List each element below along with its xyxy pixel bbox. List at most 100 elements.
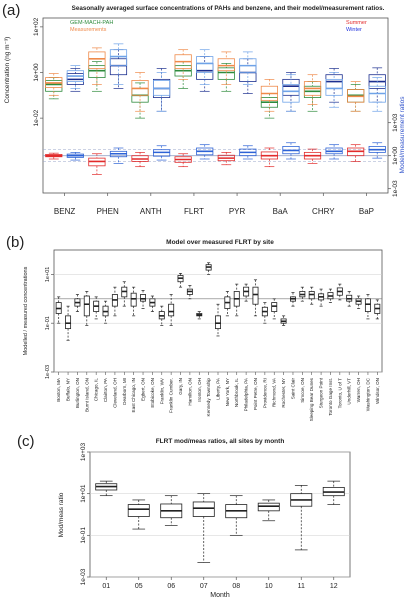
chart-c: FLRT mod/meas ratios, all sites by month… — [58, 438, 351, 599]
chart-a-conc-3-5-box — [282, 84, 300, 103]
chart-b-box-12-box — [168, 303, 175, 317]
chart-a-bottom-axis: 1e-03 1e+00 1e+03 — [43, 113, 399, 197]
chart-b: Model over measured FLRT by site Modelle… — [23, 239, 383, 421]
chart-b-box-3-box — [83, 295, 90, 317]
chart-b-title: Model over measured FLRT by site — [166, 239, 274, 246]
chart-a-conc-1-4-box — [217, 58, 235, 72]
chart-b-xlabel-4: Chicago, IL — [94, 378, 99, 402]
chart-a-ratio-boxes — [45, 142, 386, 175]
panel-b-label: (b) — [6, 234, 25, 251]
chart-b-xlabel-14: Hamilton, ON — [187, 378, 192, 406]
chart-c-axis-ticklabel-0: 1e-03 — [80, 568, 87, 585]
chart-b-box-17-box — [215, 315, 221, 330]
chart-b-xlabel-6: Cleveland, OH — [112, 378, 117, 408]
chart-a-top-axis-ticklabel-2: 1e+02 — [33, 17, 40, 36]
chart-c-box-3-box — [192, 501, 215, 517]
chart-b-xlabel-13: Gary, IN — [178, 378, 183, 395]
chart-b-xlabel-23: Richmond, VA — [272, 377, 277, 407]
chart-c-title: FLRT mod/meas ratios, all sites by month — [156, 438, 285, 445]
chart-a-title: Seasonally averaged surface concentratio… — [72, 5, 385, 12]
chart-a-xlabels: BENZ PHEN ANTH FLRT PYR BaA CHRY BaP — [54, 193, 374, 216]
chart-a-legend-winter: Winter — [346, 27, 362, 33]
chart-b-xlabel-26: Simcoe, ON — [300, 378, 305, 403]
chart-c-xlabels: 01 05 06 07 08 10 11 12 — [102, 577, 338, 590]
chart-b-xlabel-34: Windsor, ON — [375, 378, 380, 404]
chart-a-conc-0-1-box — [88, 65, 106, 78]
chart-b-xlabel-19: Northbrook, IL — [234, 378, 239, 408]
chart-b-xlabel-30: Toronto, U of T — [337, 378, 342, 408]
chart-b-xlabel-25: Saint Clair — [290, 378, 295, 400]
chart-c-axis-ticklabel-1: 1e-01 — [80, 527, 87, 544]
chart-b-xlabel-31: Underhill, VT — [347, 378, 352, 405]
chart-b-xlabel-27: Sleeping Bear Dunes — [309, 377, 314, 421]
chart-a-bottom-axis-ticklabel-1: 1e+00 — [392, 146, 399, 165]
chart-b-xlabel-9: Egbert, ON — [141, 378, 146, 401]
chart-b-xlabel-11: Franklin, WV — [159, 377, 164, 404]
chart-b-axis-ticklabel-2: 1e+01 — [45, 267, 51, 282]
chart-b-box-9-box — [140, 294, 147, 302]
chart-a-xlabel-4: PYR — [229, 207, 246, 216]
chart-a-xlabel-0: BENZ — [54, 207, 75, 216]
chart-c-xlabel-4: 08 — [232, 583, 240, 590]
chart-b-axis: 1e-03 1e-01 1e+01 — [45, 267, 382, 379]
chart-b-xlabel-3: Burnt Island, ON — [84, 378, 89, 412]
chart-a-legend-meas: Measurements — [70, 27, 107, 33]
chart-b-box-1-box — [65, 315, 72, 330]
chart-a-ylabel: Concentration (ng m⁻³) — [4, 37, 11, 104]
chart-a-conc-3-6-box — [325, 78, 343, 96]
chart-a-conc-boxes — [45, 43, 386, 119]
panel-a-label: (a) — [2, 2, 21, 19]
chart-a-top-axis-ticklabel-1: 1e+00 — [33, 63, 40, 82]
chart-c-box-1-box — [127, 504, 150, 517]
chart-c-ylabel: Mod/meas ratio — [58, 492, 65, 537]
chart-b-ylabel: Modelled / measured concentrations — [23, 266, 29, 355]
chart-b-box-23-box — [271, 302, 278, 312]
chart-a-xlabel-6: CHRY — [312, 207, 335, 216]
chart-b-xlabels: Boston, MA Buffalo, NY Burlington, ON Burnt… — [56, 372, 380, 421]
chart-b-xlabel-7: Dearborn, MI — [122, 378, 127, 405]
chart-c-xlabel-7: 12 — [330, 583, 338, 590]
chart-a-conc-3-3-box — [196, 56, 214, 73]
chart-b-xlabel-21: Point Petre, ON — [253, 378, 258, 410]
chart-b-xlabel-22: Providence, RI — [262, 378, 267, 408]
chart-a-legend-model: GEM-MACH-PAH — [70, 20, 113, 26]
chart-a-conc-3-1-box — [109, 49, 128, 67]
chart-b-xlabel-0: Boston, MA — [56, 377, 61, 402]
chart-a-conc-2-1-box — [109, 58, 128, 76]
chart-a-xlabel-1: PHEN — [97, 207, 119, 216]
chart-a-top-axis: 1e-02 1e+00 1e+02 — [33, 17, 43, 126]
chart-c-xlabel-0: 01 — [102, 583, 110, 590]
chart-a-ylabel-right: Model/measurement ratios — [399, 96, 406, 174]
chart-a-top-axis-ticklabel-0: 1e-02 — [33, 109, 40, 126]
chart-c-xlabel-5: 10 — [265, 583, 273, 590]
chart-b-xlabel-15: Ironton, OH — [197, 378, 202, 402]
chart-b-xlabel-17: Liberty, PA — [216, 377, 221, 400]
chart-c-xlabel-6: 11 — [298, 583, 305, 590]
chart-b-xlabel-28: Sturgeon Point — [319, 377, 324, 408]
chart-b-xlabel-33: Washington, DC — [365, 377, 370, 411]
chart-c-axis-ticklabel-2: 1e+01 — [80, 484, 87, 503]
chart-a-conc-0-4-box — [217, 67, 235, 80]
chart-a-legend-summer: Summer — [346, 20, 367, 26]
chart-b-xlabel-12: Franklin Cumber. — [169, 378, 174, 413]
chart-b-axis-ticklabel-1: 1e-01 — [45, 316, 51, 330]
chart-a-bottom-axis-ticklabel-0: 1e-03 — [392, 180, 399, 197]
chart-b-xlabel-10: Etobicoke, ON — [150, 378, 155, 408]
chart-b-xlabel-2: Burlington, ON — [75, 378, 80, 408]
chart-c-boxes — [95, 480, 345, 563]
chart-c-xlabel-3: 07 — [200, 583, 208, 590]
chart-b-xlabel-5: Clairton, PA — [103, 377, 108, 402]
chart-a-xlabel-7: BaP — [359, 207, 374, 216]
chart-c-xlabel-2: 06 — [167, 583, 175, 590]
chart-b-xlabel-16: Kennedy Township — [206, 378, 211, 417]
chart-b-xlabel-32: Warren, OH — [356, 378, 361, 402]
chart-b-box-33-box — [364, 298, 371, 312]
panel-c-label: (c) — [17, 433, 35, 450]
chart-b-box-21-box — [252, 286, 259, 305]
chart-b-xlabel-24: Rochester, NY — [281, 378, 286, 408]
chart-b-xlabel-29: Toronto Gage Inst. — [328, 378, 333, 416]
chart-c-xlabel: Month — [210, 592, 230, 599]
chart-b-axis-ticklabel-0: 1e-03 — [45, 365, 51, 379]
chart-b-xlabel-18: New York, NY — [225, 378, 230, 406]
